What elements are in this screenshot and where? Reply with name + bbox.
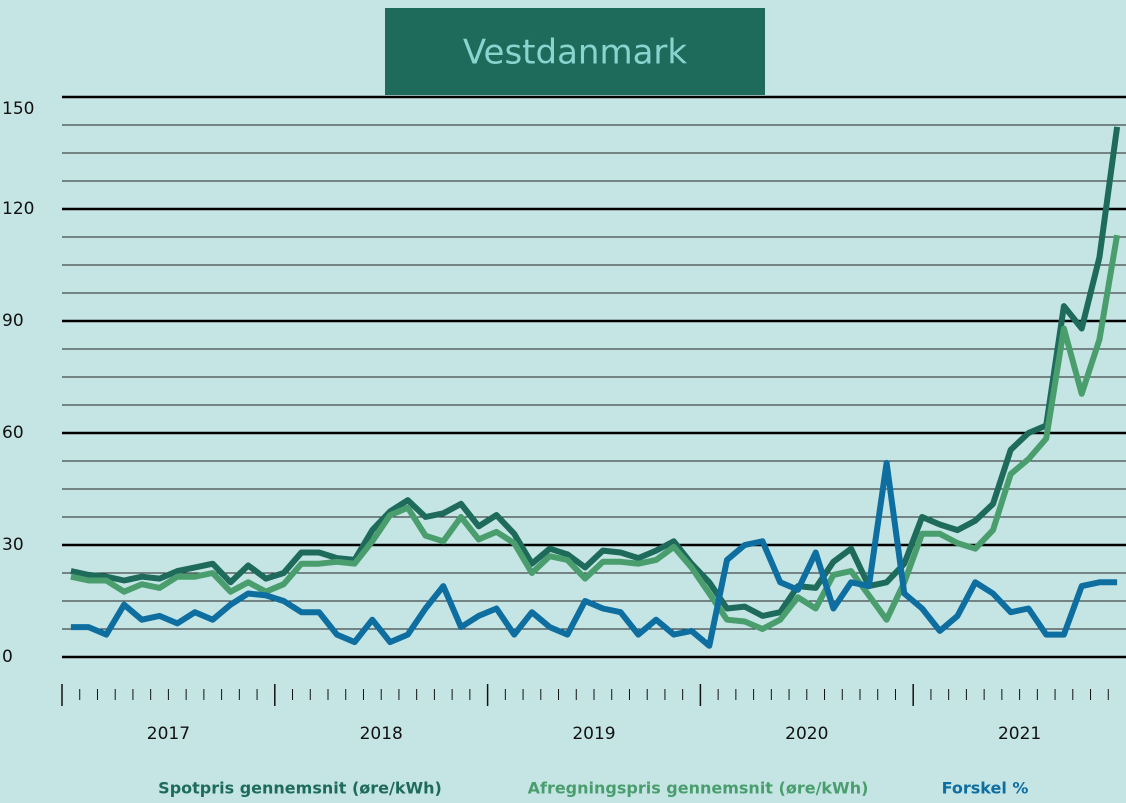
series-line — [70, 126, 1121, 619]
legend-label: Spotpris gennemsnit (øre/kWh) — [158, 779, 442, 798]
y-tick-label: 120 — [2, 199, 34, 219]
legend-label: Forskel % — [942, 779, 1029, 798]
x-tick-label: 2020 — [785, 724, 828, 744]
y-tick-label: 150 — [2, 99, 34, 119]
series-line — [70, 234, 1121, 632]
y-tick-label: 60 — [2, 423, 24, 443]
x-tick-label: 2021 — [998, 724, 1041, 744]
chart-title: Vestdanmark — [463, 33, 687, 73]
x-tick-label: 2018 — [360, 724, 403, 744]
y-tick-label: 0 — [2, 647, 13, 667]
series-line — [70, 459, 1118, 649]
y-tick-label: 90 — [2, 311, 24, 331]
title-box — [385, 8, 765, 95]
y-tick-label: 30 — [2, 535, 24, 555]
legend-label: Afregningspris gennemsnit (øre/kWh) — [528, 779, 869, 798]
x-tick-label: 2017 — [147, 724, 190, 744]
x-tick-label: 2019 — [572, 724, 615, 744]
